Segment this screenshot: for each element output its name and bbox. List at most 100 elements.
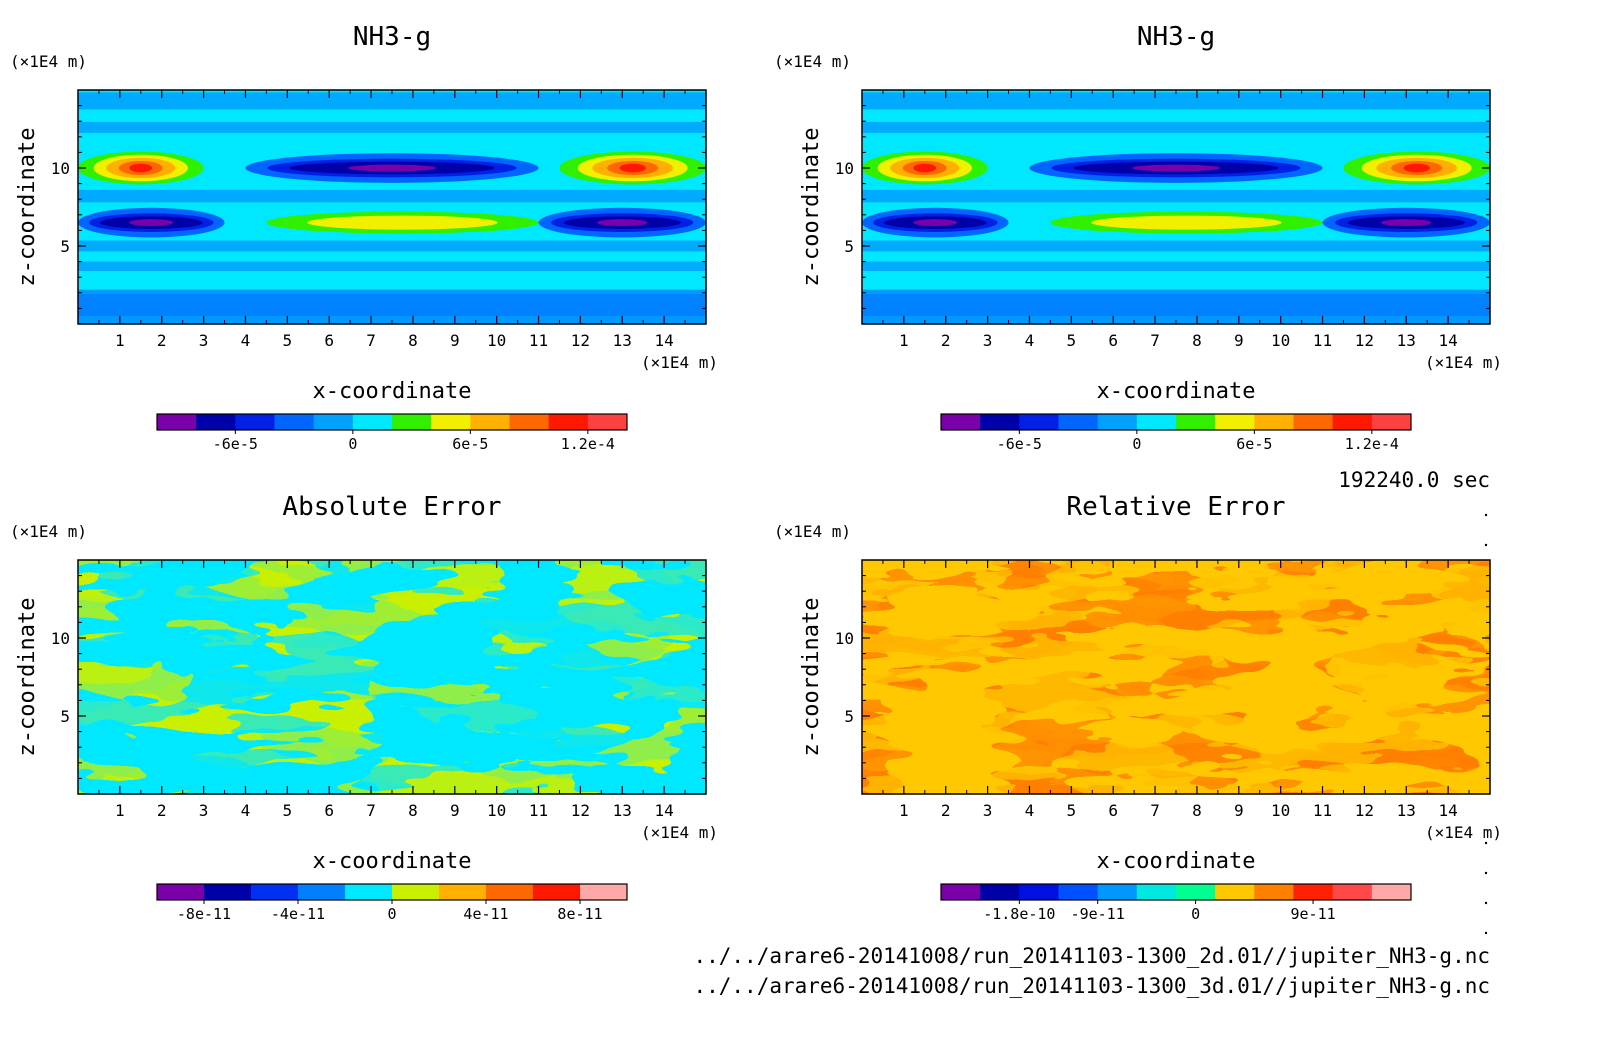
colorbar-swatch — [1176, 414, 1216, 430]
colorbar-swatch — [548, 414, 589, 430]
z-tick-label: 10 — [51, 159, 70, 178]
colorbar-swatch — [1254, 414, 1294, 430]
panel-nh3-right: NH3-g (×1E4 m) 1 2 3 4 5 6 7 8 9 10 11 12 13 14 510 (… — [774, 22, 1502, 453]
x-axis-ticks: 1 2 3 4 5 6 7 8 9 10 11 12 13 14 — [98, 90, 686, 350]
x-tick-label: 2 — [941, 331, 951, 350]
contour-band — [78, 261, 706, 271]
negative-anomaly — [1029, 153, 1323, 183]
x-tick-label: 12 — [1355, 801, 1374, 820]
colorbar-tick-label: 0 — [1132, 435, 1141, 453]
x-tick-label: 7 — [366, 801, 376, 820]
x-tick-label: 7 — [1150, 801, 1160, 820]
x-tick-label: 4 — [241, 801, 251, 820]
colorbar: -6e-5 0 6e-5 1.2e-4 — [156, 413, 628, 453]
x-tick-label: 3 — [199, 801, 209, 820]
x-tick-label: 2 — [157, 331, 167, 350]
colorbar-tick-label: -6e-5 — [997, 435, 1042, 453]
anomaly-contour — [1381, 219, 1432, 227]
anomaly-contour — [1091, 215, 1282, 230]
time-stamp: 192240.0 sec — [1338, 468, 1490, 492]
colorbar-frame — [156, 413, 628, 431]
contour-band — [862, 240, 1490, 252]
anomaly-contour — [1132, 164, 1220, 172]
anomaly-contour — [913, 219, 958, 227]
x-axis-ticks: 1 2 3 4 5 6 7 8 9 10 11 12 13 14 — [882, 560, 1470, 820]
x-tick-label: 14 — [655, 801, 674, 820]
contour-band — [862, 289, 1490, 324]
colorbar-tick-label: 6e-5 — [452, 435, 488, 453]
anomaly-contour — [1403, 163, 1430, 173]
x-unit-label: (×1E4 m) — [1425, 353, 1502, 372]
z-tick-label: 5 — [844, 707, 854, 726]
z-axis-label: z-coordinate — [799, 598, 824, 757]
colorbar-tick-label: -6e-5 — [213, 435, 258, 453]
colorbar-tick-label: 1.2e-4 — [1345, 435, 1399, 453]
positive-anomaly — [78, 151, 204, 185]
contour-band — [78, 121, 706, 133]
x-tick-label: 13 — [1397, 801, 1416, 820]
z-unit-label: (×1E4 m) — [774, 522, 851, 541]
colorbar-swatch — [1136, 884, 1177, 900]
x-tick-label: 11 — [1313, 331, 1332, 350]
negative-anomaly — [862, 207, 1009, 238]
x-tick-label: 1 — [899, 331, 909, 350]
x-tick-label: 13 — [613, 331, 632, 350]
z-unit-label: (×1E4 m) — [774, 52, 851, 71]
x-tick-label: 6 — [1108, 331, 1118, 350]
colorbar: -6e-5 0 6e-5 1.2e-4 — [940, 413, 1412, 453]
x-tick-label: 3 — [199, 331, 209, 350]
negative-anomaly — [245, 153, 539, 183]
colorbar-swatch — [251, 884, 299, 900]
x-tick-label: 3 — [983, 331, 993, 350]
anomaly-contour — [913, 163, 937, 173]
z-axis-label: z-coordinate — [799, 128, 824, 287]
colorbar-swatch — [1176, 884, 1216, 900]
x-tick-label: 14 — [655, 331, 674, 350]
x-tick-label: 13 — [1397, 331, 1416, 350]
contour-band — [78, 92, 706, 110]
x-tick-label: 5 — [283, 331, 293, 350]
x-tick-label: 9 — [450, 801, 460, 820]
x-unit-label: (×1E4 m) — [641, 353, 718, 372]
colorbar-swatch — [1254, 884, 1294, 900]
colorbar-tick-label: 0 — [1191, 905, 1200, 923]
colorbar-swatch — [1058, 414, 1099, 430]
contour-band — [862, 92, 1490, 110]
z-tick-label: 5 — [60, 707, 70, 726]
anomaly-contour — [129, 163, 153, 173]
colorbar-swatch — [157, 414, 197, 430]
x-tick-label: 10 — [1271, 331, 1290, 350]
contour-band — [78, 289, 706, 324]
x-tick-label: 11 — [529, 801, 548, 820]
z-axis-ticks: 5 10 — [51, 105, 706, 309]
x-tick-label: 7 — [1150, 331, 1160, 350]
x-axis-ticks: 1 2 3 4 5 6 7 8 9 10 11 12 13 14 — [882, 90, 1470, 350]
x-unit-label: (×1E4 m) — [1425, 823, 1502, 842]
x-tick-label: 1 — [115, 801, 125, 820]
contour-field — [862, 90, 1491, 324]
colorbar-swatch — [352, 414, 393, 430]
contour-band — [862, 121, 1490, 133]
z-tick-label: 10 — [835, 159, 854, 178]
x-tick-label: 2 — [941, 801, 951, 820]
x-tick-label: 4 — [241, 331, 251, 350]
positive-anomaly — [266, 211, 539, 234]
x-tick-label: 12 — [571, 801, 590, 820]
x-tick-label: 9 — [1234, 801, 1244, 820]
colorbar-swatch — [1215, 884, 1255, 900]
x-tick-label: 6 — [324, 331, 334, 350]
x-axis-label: x-coordinate — [1097, 379, 1256, 404]
colorbar-frame — [940, 413, 1412, 431]
x-tick-label: 5 — [1067, 801, 1077, 820]
colorbar-tick-label: -8e-11 — [177, 905, 231, 923]
colorbar-swatch — [1371, 414, 1412, 430]
colorbar-swatch — [1293, 414, 1334, 430]
contour-band — [862, 189, 1490, 203]
contour-field — [77, 90, 706, 324]
x-tick-label: 12 — [571, 331, 590, 350]
z-tick-label: 10 — [835, 629, 854, 648]
colorbar-frame — [940, 883, 1412, 901]
colorbar-swatch — [439, 884, 487, 900]
anomaly-contour — [129, 219, 174, 227]
colorbar-swatch — [274, 414, 315, 430]
